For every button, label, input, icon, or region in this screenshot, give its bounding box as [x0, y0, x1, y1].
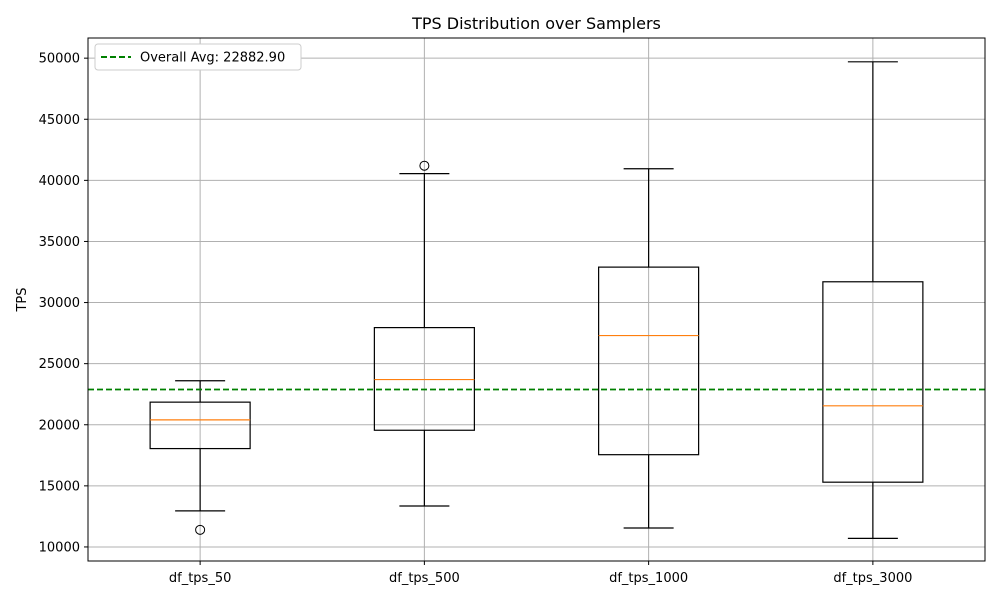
x-tick-label: df_tps_1000	[609, 571, 688, 586]
y-tick-label: 30000	[39, 296, 80, 311]
outlier-point	[195, 524, 206, 535]
iqr-box	[598, 266, 700, 456]
y-axis-title: TPS	[15, 287, 30, 312]
x-tick-label: df_tps_3000	[833, 571, 912, 586]
tick-layer: 10000 15000 20000 25000 30000 35000 40000 45000…	[39, 52, 913, 586]
y-tick-label: 25000	[39, 357, 80, 372]
box-df_tps_1000	[598, 168, 700, 529]
box-df_tps_50	[149, 380, 251, 535]
y-tick-label: 20000	[39, 418, 80, 433]
y-tick-label: 45000	[39, 113, 80, 128]
legend-label: Overall Avg: 22882.90	[140, 51, 285, 66]
iqr-box	[373, 327, 475, 431]
outlier-point	[419, 160, 430, 171]
box-df_tps_3000	[822, 61, 924, 539]
x-tick-label: df_tps_500	[389, 571, 460, 586]
x-tick-label: df_tps_50	[169, 571, 232, 586]
iqr-box	[822, 281, 924, 483]
y-tick-label: 40000	[39, 174, 80, 189]
iqr-box	[149, 401, 251, 450]
plot-layer	[149, 61, 924, 539]
y-tick-label: 35000	[39, 235, 80, 250]
y-tick-label: 50000	[39, 52, 80, 67]
legend: Overall Avg: 22882.90	[94, 43, 302, 71]
legend-box	[94, 43, 302, 71]
grid-layer	[88, 38, 985, 561]
y-tick-label: 15000	[39, 479, 80, 494]
box-df_tps_500	[373, 160, 475, 507]
chart-title: TPS Distribution over Samplers	[411, 14, 661, 33]
plot-frame	[87, 37, 986, 562]
y-tick-label: 10000	[39, 540, 80, 555]
